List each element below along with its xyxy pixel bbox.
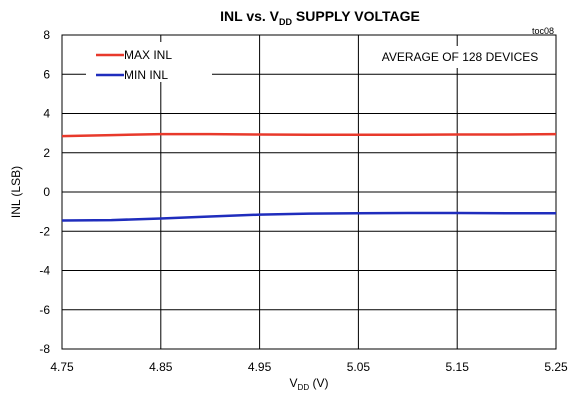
x-tick-label: 4.95: [248, 360, 272, 374]
y-tick-label: 8: [43, 28, 50, 42]
chart-title-tail: SUPPLY VOLTAGE: [292, 8, 420, 24]
annotation-box: AVERAGE OF 128 DEVICES: [368, 46, 550, 68]
y-tick-label: 6: [43, 67, 50, 81]
series-lines: [61, 132, 557, 222]
y-tick-label: -2: [39, 224, 50, 238]
x-tick-label: 5.15: [446, 360, 470, 374]
series-line-min-inl: [61, 211, 556, 222]
y-tick-label: 4: [43, 107, 50, 121]
legend: MAX INL MIN INL: [86, 42, 212, 82]
plot-area: 8 6 4 2 0 -2 -4 -6 -8 4.75 4.85 4.95 5.05 5.15 5.25: [39, 28, 568, 374]
y-tick-label: -4: [39, 264, 50, 278]
legend-label-min-inl: MIN INL: [124, 68, 168, 82]
y-axis-label: INL (LSB): [9, 166, 23, 218]
x-axis-label-main: V: [290, 376, 298, 390]
x-tick-label: 4.75: [50, 360, 74, 374]
x-axis-label-subscript: DD: [298, 383, 310, 392]
y-tick-label: 0: [43, 185, 50, 199]
series-line-max-inl: [61, 132, 557, 138]
legend-label-max-inl: MAX INL: [124, 48, 172, 62]
y-tick-labels: 8 6 4 2 0 -2 -4 -6 -8: [39, 28, 50, 356]
chart-title-main: INL vs. V: [220, 8, 280, 24]
x-axis-label-tail: (V): [309, 376, 328, 390]
x-tick-label: 5.05: [347, 360, 371, 374]
x-axis-label: VDD (V): [290, 376, 329, 392]
annotation-text: AVERAGE OF 128 DEVICES: [382, 50, 539, 64]
annotation-background: [368, 46, 550, 68]
y-tick-label: -6: [39, 303, 50, 317]
y-tick-label: 2: [43, 146, 50, 160]
figure-code: toc08: [532, 26, 554, 36]
x-tick-labels: 4.75 4.85 4.95 5.05 5.15 5.25: [50, 360, 568, 374]
chart-title: INL vs. VDD SUPPLY VOLTAGE: [220, 8, 420, 27]
chart-title-subscript: DD: [279, 17, 292, 27]
y-tick-label: -8: [39, 342, 50, 356]
x-tick-label: 5.25: [544, 360, 568, 374]
x-tick-label: 4.85: [149, 360, 173, 374]
grid: [62, 35, 556, 349]
